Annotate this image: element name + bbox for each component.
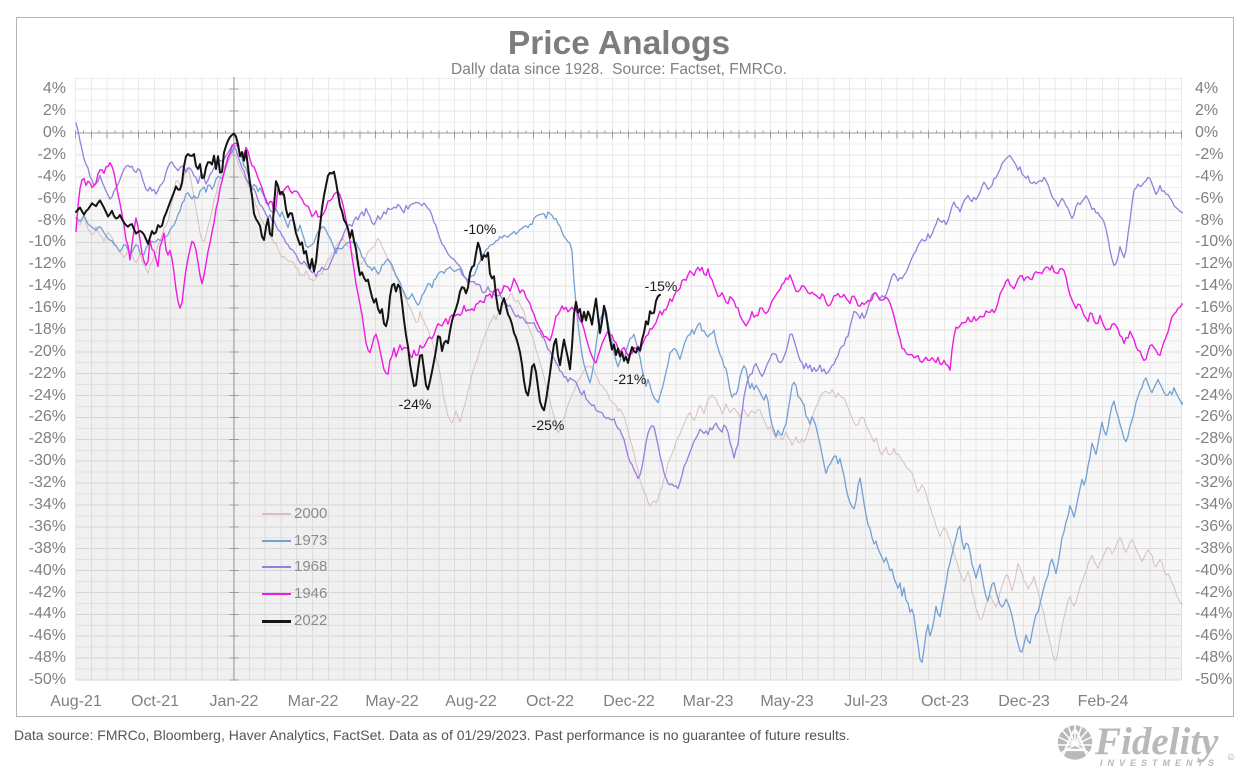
svg-text:R: R — [1229, 755, 1233, 760]
svg-text:INVESTMENTS: INVESTMENTS — [1100, 758, 1219, 768]
svg-text:Fidelity: Fidelity — [1094, 720, 1219, 763]
